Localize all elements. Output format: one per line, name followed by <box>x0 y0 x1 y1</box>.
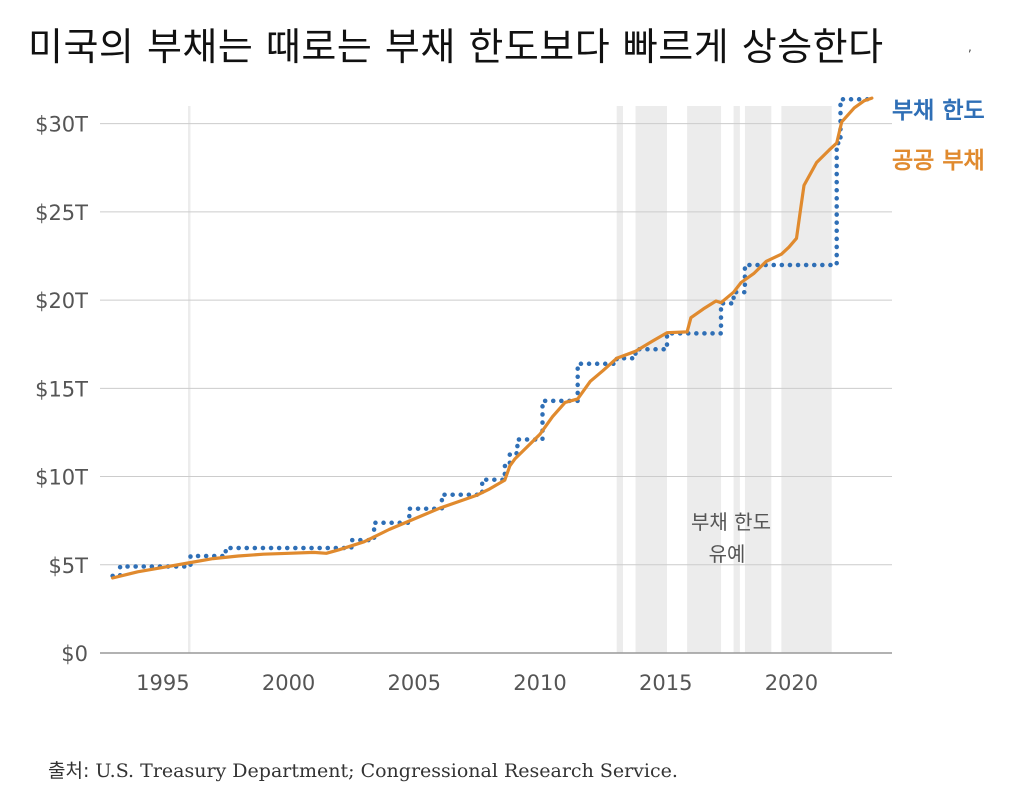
legend-entry: 부채 한도 <box>892 98 985 124</box>
suspension-label-line2: 유예 <box>709 542 746 566</box>
x-tick-label: 2010 <box>513 671 566 695</box>
y-tick-label: $30T <box>35 113 88 137</box>
suspension-band-5 <box>744 106 772 653</box>
y-tick-label: $15T <box>35 377 88 401</box>
suspension-band-2 <box>635 106 667 653</box>
y-tick-label: $25T <box>35 201 88 225</box>
y-tick-label: $0 <box>61 642 88 666</box>
series-lines <box>110 96 875 580</box>
suspension-band-6 <box>781 106 832 653</box>
suspension-band-3 <box>687 106 722 653</box>
suspension-band-1 <box>616 106 623 653</box>
y-tick-labels: $0 $5T $10T $15T $20T $25T $30T <box>35 113 88 666</box>
x-tick-label: 2005 <box>388 671 441 695</box>
suspension-label-line1: 부채 한도 <box>691 510 771 534</box>
source-label: 출처: <box>48 760 90 782</box>
public-debt-line <box>111 96 874 580</box>
y-tick-label: $5T <box>48 554 88 578</box>
suspension-annotation: 부채 한도 유예 <box>691 510 771 566</box>
x-tick-labels: 1995 2000 2005 2010 2015 2020 <box>136 671 818 695</box>
source-note: 출처: U.S. Treasury Department; Congressio… <box>48 756 678 783</box>
x-tick-label: 1995 <box>136 671 189 695</box>
legend-entry: 공공 부채 <box>892 148 985 174</box>
chart-title: 미국의 부채는 때로는 부채 한도보다 빠르게 상승한다 <box>28 25 884 69</box>
suspension-band-4 <box>733 106 740 653</box>
source-text: U.S. Treasury Department; Congressional … <box>89 760 678 782</box>
x-tick-label: 2015 <box>639 671 692 695</box>
x-tick-label: 2020 <box>765 671 818 695</box>
suspension-band-0 <box>188 106 191 653</box>
suspension-bands <box>188 106 832 653</box>
y-tick-label: $10T <box>35 466 88 490</box>
grid-lines <box>100 123 892 654</box>
title-mark: , <box>968 40 972 54</box>
y-tick-label: $20T <box>35 289 88 313</box>
x-tick-label: 2000 <box>262 671 315 695</box>
